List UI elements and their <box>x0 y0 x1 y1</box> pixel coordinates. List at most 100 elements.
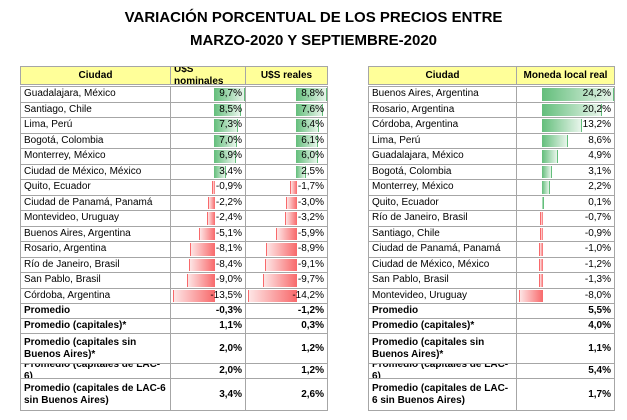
value-cell: 2,2% <box>516 179 615 196</box>
data-bar <box>519 289 544 302</box>
data-bar <box>296 103 323 116</box>
summary-value-text: 2,0% <box>219 365 242 376</box>
city-cell-text: Santiago, Chile <box>372 227 440 239</box>
data-bar <box>214 134 237 147</box>
summary-value-text: 2,0% <box>219 342 242 354</box>
city-cell-text: Buenos Aires, Argentina <box>372 88 479 100</box>
city-cell: Lima, Perú <box>368 132 517 149</box>
city-cell-text: Bogotá, Colombia <box>24 134 104 146</box>
city-cell: Buenos Aires, Argentina <box>20 225 171 242</box>
city-cell-text: Rosario, Argentina <box>24 243 107 255</box>
data-bar <box>539 227 544 240</box>
header-cell: Moneda local real <box>516 66 615 85</box>
data-bar <box>542 181 550 194</box>
real-cell: -8,9% <box>245 241 328 258</box>
city-cell: Monterrey, México <box>20 148 171 165</box>
real-cell: 8,8% <box>245 86 328 103</box>
city-cell-text: Monterrey, México <box>372 181 454 193</box>
data-bar <box>276 227 298 240</box>
summary-value-text: 2,6% <box>301 388 324 400</box>
city-cell: Lima, Perú <box>20 117 171 134</box>
city-cell-text: Río de Janeiro, Brasil <box>24 258 120 270</box>
summary-label: Promedio <box>368 303 517 319</box>
nominal-cell: 9,7% <box>170 86 246 103</box>
city-cell-text: Santiago, Chile <box>24 103 92 115</box>
nominal-cell-text: -9,0% <box>215 274 242 286</box>
summary-value: 1,2% <box>245 333 328 364</box>
real-cell-text: -3,2% <box>297 212 324 224</box>
summary-label: Promedio (capitales de LAC-6 sin Buenos … <box>20 378 171 411</box>
nominal-cell-text: 3,4% <box>219 165 242 177</box>
value-cell: 20,2% <box>516 101 615 118</box>
city-cell-text: Córdoba, Argentina <box>372 119 459 131</box>
city-cell-text: Lima, Perú <box>372 134 421 146</box>
nominal-cell: 6,9% <box>170 148 246 165</box>
real-cell: -3,2% <box>245 210 328 227</box>
summary-label-text: Promedio (capitales sin Buenos Aires)* <box>372 336 485 360</box>
header-cell: Ciudad <box>368 66 517 85</box>
city-cell: Santiago, Chile <box>20 101 171 118</box>
summary-value: 3,4% <box>170 378 246 411</box>
real-cell: -9,1% <box>245 256 328 273</box>
summary-value-text: 5,5% <box>588 305 611 316</box>
nominal-cell: -5,1% <box>170 225 246 242</box>
city-cell: Ciudad de México, México <box>368 256 517 273</box>
value-cell-text: 24,2% <box>582 88 611 100</box>
city-cell: Bogotá, Colombia <box>20 132 171 149</box>
city-cell-text: San Pablo, Brasil <box>24 274 101 286</box>
nominal-cell-text: 7,0% <box>219 134 242 146</box>
real-cell-text: -14,2% <box>292 289 324 301</box>
nominal-cell: -13,5% <box>170 287 246 304</box>
value-cell: 13,2% <box>516 117 615 134</box>
summary-label-text: Promedio <box>372 305 419 316</box>
real-cell: -9,7% <box>245 272 328 289</box>
city-cell-text: Ciudad de México, México <box>372 258 490 270</box>
real-cell-text: 6,0% <box>301 150 324 162</box>
data-bar <box>540 212 544 225</box>
summary-label: Promedio (capitales de LAC-6) <box>368 363 517 379</box>
summary-value: 1,1% <box>170 318 246 334</box>
city-cell-text: San Pablo, Brasil <box>372 274 449 286</box>
data-bar <box>542 165 553 178</box>
data-bar <box>214 150 237 163</box>
nominal-cell-text: 9,7% <box>219 88 242 100</box>
real-cell: -14,2% <box>245 287 328 304</box>
data-bar <box>285 196 298 209</box>
value-cell-text: 3,1% <box>588 165 611 177</box>
value-cell-text: 2,2% <box>588 181 611 193</box>
city-cell: Ciudad de Panamá, Panamá <box>368 241 517 258</box>
value-cell: 0,1% <box>516 194 615 211</box>
real-cell-text: -5,9% <box>297 227 324 239</box>
summary-label-text: Promedio (capitales de LAC-6) <box>24 363 161 379</box>
nominal-cell: -8,4% <box>170 256 246 273</box>
value-cell-text: 20,2% <box>582 103 611 115</box>
summary-label-text: Promedio (capitales)* <box>372 320 475 331</box>
summary-value-text: 3,4% <box>219 388 242 400</box>
city-cell: Quito, Ecuador <box>368 194 517 211</box>
city-cell-text: Río de Janeiro, Brasil <box>372 212 468 224</box>
city-cell: Río de Janeiro, Brasil <box>20 256 171 273</box>
nominal-cell: -2,2% <box>170 194 246 211</box>
real-cell: -5,9% <box>245 225 328 242</box>
summary-label-text: Promedio (capitales sin Buenos Aires)* <box>24 336 137 360</box>
real-cell-text: -3,0% <box>297 196 324 208</box>
data-bar <box>189 243 216 256</box>
header-cell-text: Ciudad <box>78 69 113 81</box>
summary-value-text: 1,2% <box>301 342 324 354</box>
city-cell-text: Guadalajara, México <box>24 88 116 100</box>
city-cell: Quito, Ecuador <box>20 179 171 196</box>
summary-value: 5,5% <box>516 303 615 319</box>
value-cell: -0,7% <box>516 210 615 227</box>
nominal-cell-text: -2,2% <box>215 196 242 208</box>
value-cell: -1,2% <box>516 256 615 273</box>
city-cell: Córdoba, Argentina <box>20 287 171 304</box>
city-cell-text: Monterrey, México <box>24 150 106 162</box>
value-cell: 4,9% <box>516 148 615 165</box>
summary-label: Promedio (capitales)* <box>20 318 171 334</box>
header-cell: U$S nominales <box>170 66 246 85</box>
data-bar <box>542 119 582 132</box>
real-cell-text: -9,7% <box>297 274 324 286</box>
summary-value: 2,0% <box>170 363 246 379</box>
city-cell: Río de Janeiro, Brasil <box>368 210 517 227</box>
real-cell: 2,5% <box>245 163 328 180</box>
